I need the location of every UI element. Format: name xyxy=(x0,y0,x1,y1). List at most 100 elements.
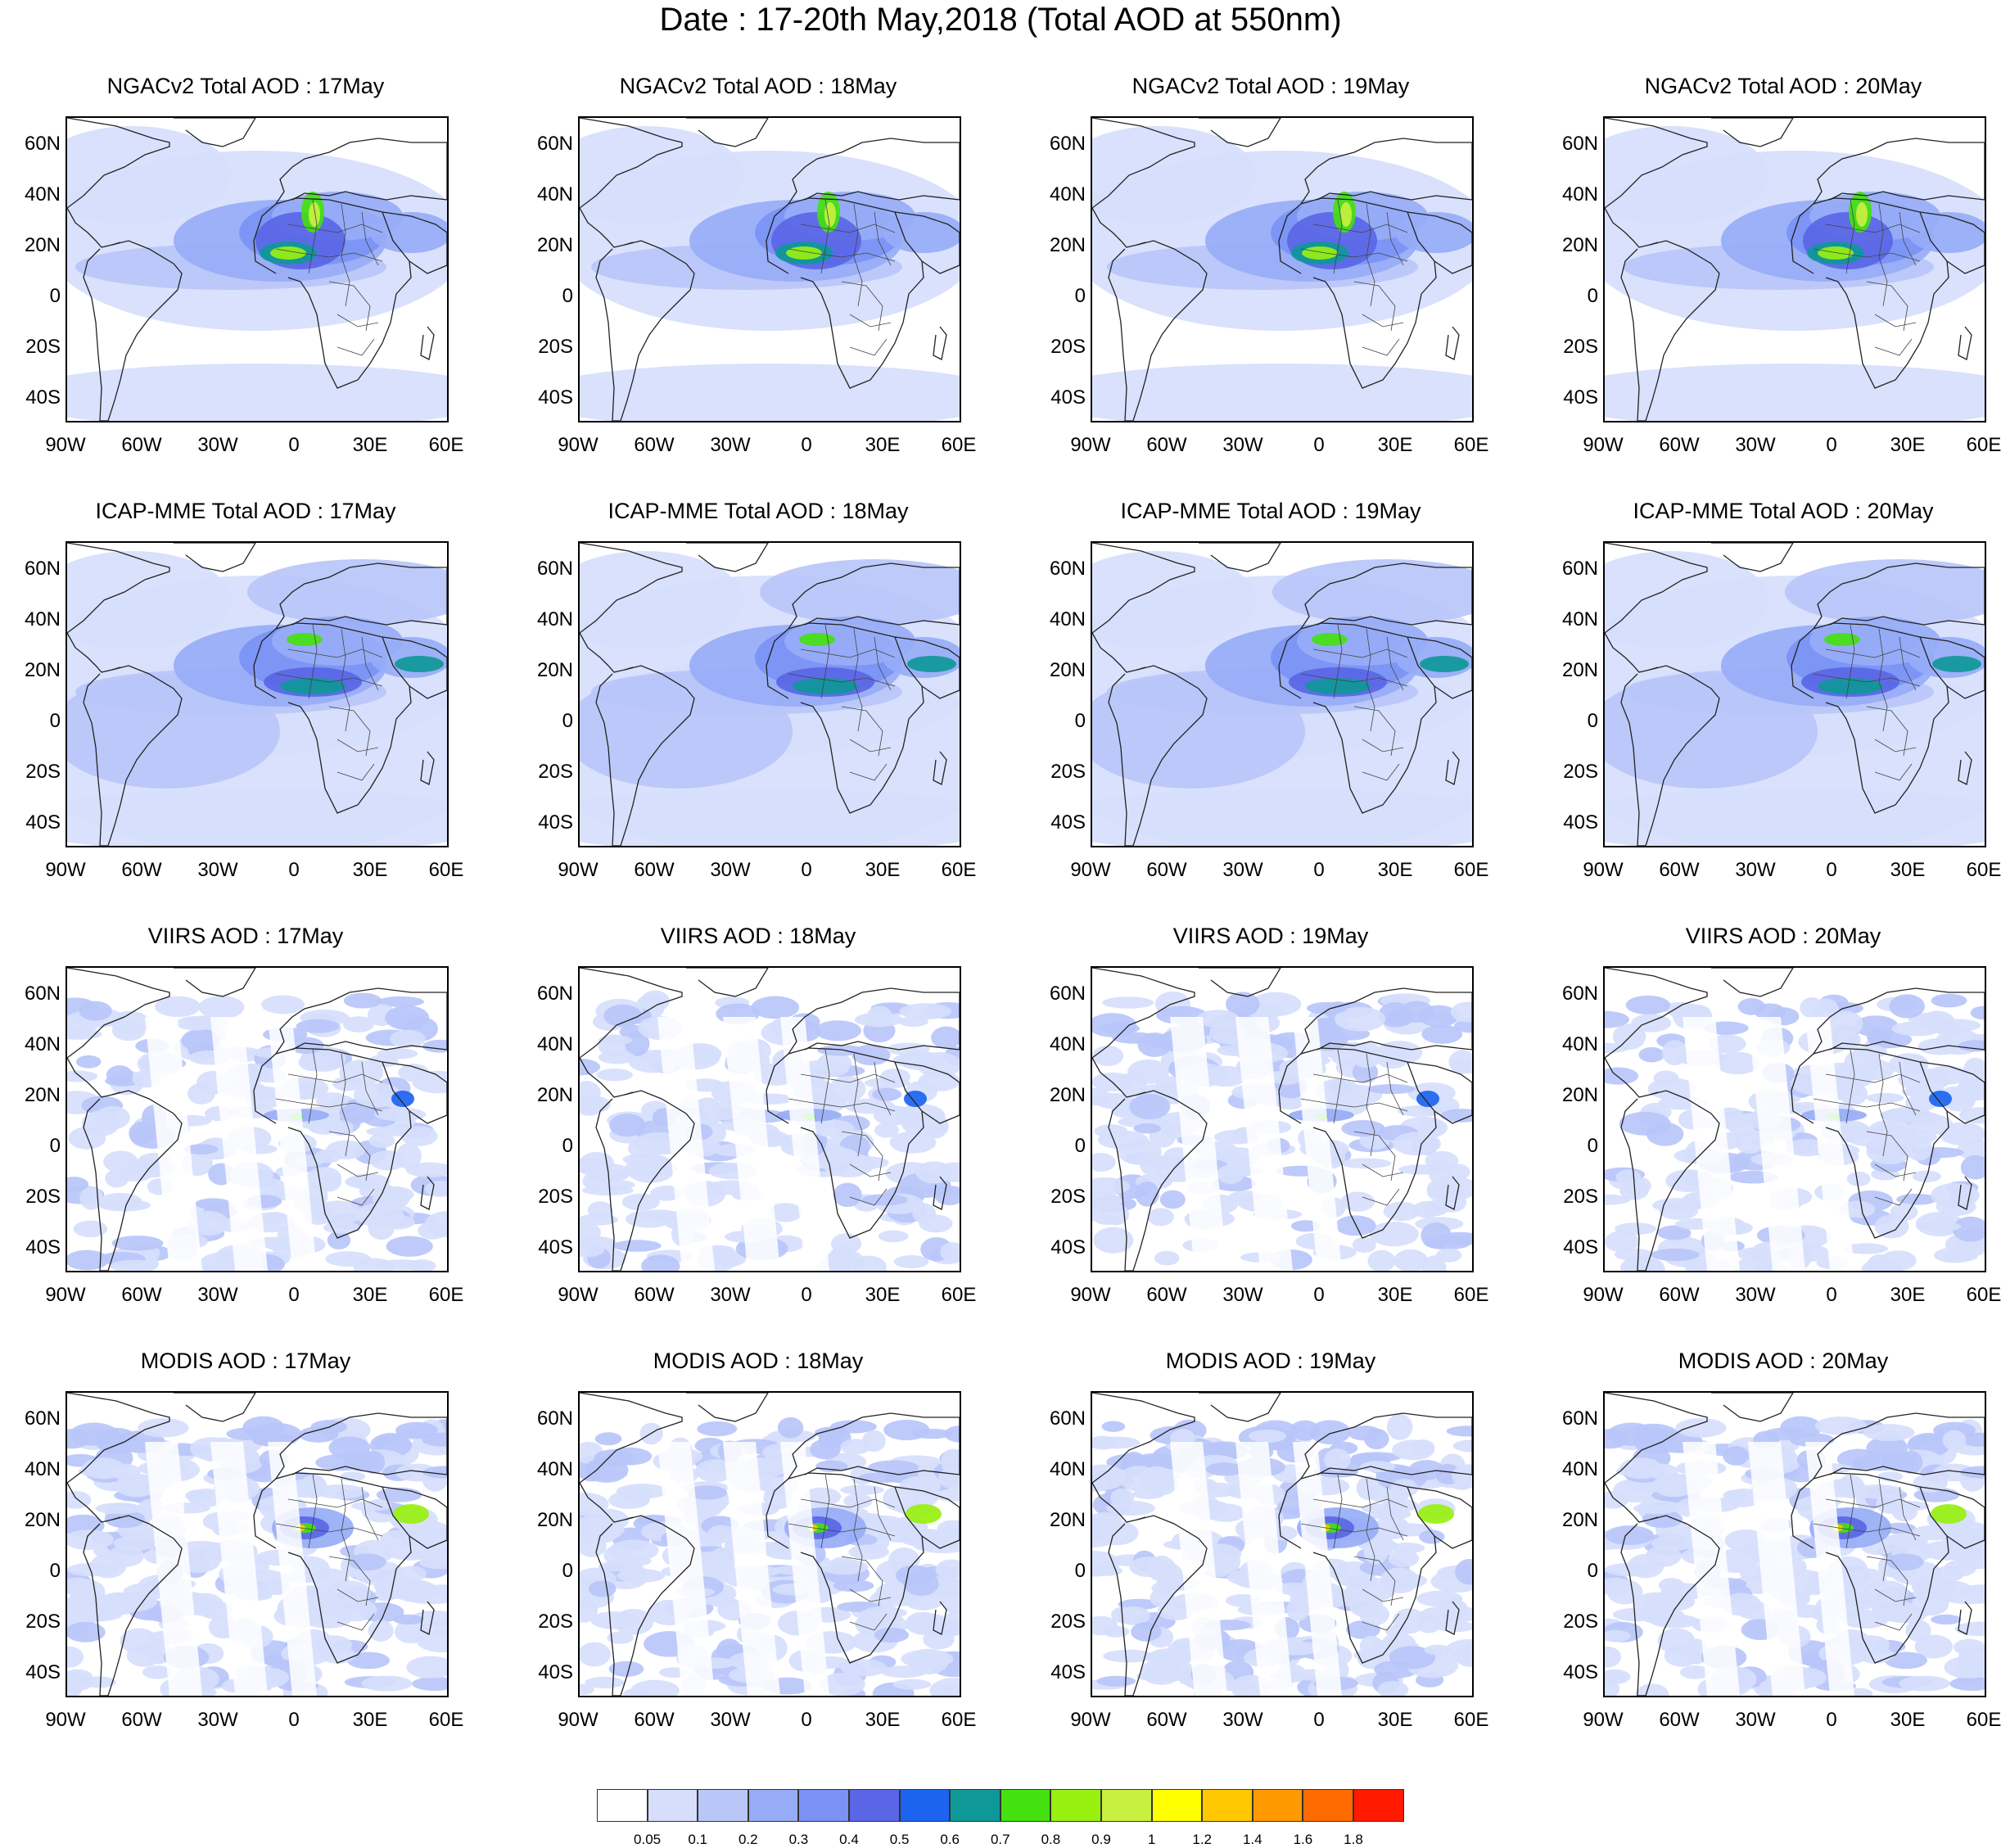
map-panel: ICAP-MME Total AOD : 18May 60N 40N 20N 0 20S 4… xyxy=(513,425,1004,881)
aod-patch xyxy=(175,1016,217,1031)
aod-patch xyxy=(1146,1155,1191,1169)
lon-tick-label: 30W xyxy=(1735,859,1776,881)
aod-patch xyxy=(860,1194,908,1206)
country-border xyxy=(1825,1073,1921,1083)
lon-tick-label: 0 xyxy=(1826,859,1837,881)
aod-patch xyxy=(1360,1461,1396,1473)
aod-patch xyxy=(915,1161,953,1184)
coastline-samerica xyxy=(595,1090,695,1271)
aod-patch xyxy=(107,1545,144,1567)
country-border xyxy=(1874,338,1913,356)
aod-patch xyxy=(287,633,323,646)
aod-patch xyxy=(1970,1005,1985,1020)
lon-tick-label: 60W xyxy=(1146,1284,1187,1306)
aod-patch xyxy=(73,1220,108,1238)
aod-patch xyxy=(1388,1549,1420,1568)
colorbar-tick-label: 0.8 xyxy=(1041,1832,1061,1847)
aod-patch xyxy=(1944,1656,1985,1679)
swath-gap xyxy=(1805,1442,1854,1696)
lon-tick-label: 30W xyxy=(1222,1709,1263,1731)
aod-patch xyxy=(67,1070,98,1082)
lat-tick-label: 0 xyxy=(1074,710,1086,732)
lat-tick-label: 0 xyxy=(562,1135,573,1157)
lon-tick-label: 30W xyxy=(197,1284,238,1306)
lat-tick-label: 20S xyxy=(1050,336,1086,358)
aod-patch xyxy=(1889,1053,1929,1075)
country-border xyxy=(337,1613,375,1631)
aod-patch xyxy=(328,1436,371,1459)
country-border xyxy=(1362,1163,1404,1177)
aod-patch xyxy=(1605,1231,1640,1253)
country-border xyxy=(1866,281,1908,332)
lat-tick-label: 20S xyxy=(1563,336,1598,358)
coastline-namerica xyxy=(67,968,170,1059)
aod-patch xyxy=(1605,1194,1631,1205)
lon-tick-label: 90W xyxy=(45,1709,86,1731)
aod-patch xyxy=(1392,1608,1426,1634)
coastline-madagascar xyxy=(420,751,435,785)
country-border xyxy=(1845,199,1855,274)
coastline-samerica xyxy=(595,1515,695,1696)
aod-patch xyxy=(374,1107,427,1122)
lat-tick-label: 0 xyxy=(562,285,573,307)
aod-patch xyxy=(1736,1601,1770,1620)
aod-patch xyxy=(817,1045,865,1056)
lon-tick-label: 60W xyxy=(1146,859,1187,881)
country-border xyxy=(328,1131,371,1182)
lon-tick-label: 0 xyxy=(801,434,812,456)
lat-tick-label: 20S xyxy=(1563,761,1598,783)
aod-patch xyxy=(1653,1070,1679,1087)
country-border xyxy=(1845,1474,1855,1549)
lat-tick-label: 0 xyxy=(1074,1560,1086,1582)
aod-patch xyxy=(625,1031,650,1056)
aod-patch xyxy=(111,1236,164,1251)
coastline-africa xyxy=(253,1047,412,1239)
swath-gap xyxy=(268,1017,317,1271)
lat-tick-label: 40S xyxy=(538,386,573,409)
aod-patch xyxy=(1206,1462,1244,1476)
aod-patch xyxy=(1421,1222,1452,1249)
aod-patch xyxy=(1605,1067,1639,1085)
coastline-madagascar xyxy=(1445,751,1460,785)
aod-patch xyxy=(1367,1249,1396,1271)
aod-patch xyxy=(1845,1128,1893,1147)
panel-title: ICAP-MME Total AOD : 19May xyxy=(1120,499,1421,523)
coastline-greenland xyxy=(174,1393,256,1422)
aod-patch xyxy=(105,1075,140,1087)
map-panel: VIIRS AOD : 19May 60N 40N 20N 0 20S 40S 90W 60W 3… xyxy=(1025,850,1516,1306)
country-border xyxy=(1353,706,1396,757)
aod-patch xyxy=(1943,1560,1976,1577)
aod-patch xyxy=(241,1086,283,1099)
coastline-greenland xyxy=(1711,543,1794,572)
lat-tick-label: 40N xyxy=(1561,183,1598,206)
aod-patch xyxy=(1905,1620,1931,1642)
figure-title: Date : 17-20th May,2018 (Total AOD at 55… xyxy=(659,2,1342,38)
lat-tick-label: 40N xyxy=(1561,1458,1598,1480)
aod-patch xyxy=(1135,1181,1159,1207)
swath-gap xyxy=(780,1442,829,1696)
coastline-madagascar xyxy=(420,326,435,360)
lat-tick-label: 40N xyxy=(1049,183,1086,206)
lon-tick-label: 60E xyxy=(428,1284,464,1306)
aod-patch xyxy=(892,1679,932,1690)
lon-tick-label: 90W xyxy=(1583,1709,1624,1731)
aod-patch xyxy=(1418,1504,1454,1524)
coastline-namerica xyxy=(1092,543,1195,634)
swath-gap xyxy=(268,1442,317,1696)
coastline-europe xyxy=(788,138,960,205)
aod-patch xyxy=(1942,1251,1978,1263)
aod-patch xyxy=(110,1259,158,1271)
colorbar-tick-label: 0.05 xyxy=(634,1832,662,1847)
country-border xyxy=(1899,1486,1917,1541)
lon-tick-label: 90W xyxy=(558,1284,598,1306)
country-border xyxy=(849,739,892,752)
map-panel: ICAP-MME Total AOD : 19May 60N 40N 20N 0 20S 4… xyxy=(1025,425,1516,881)
colorbar-tick-label: 0.7 xyxy=(990,1832,1010,1847)
aod-patch xyxy=(1369,1221,1419,1247)
aod-patch xyxy=(142,1665,173,1679)
country-border xyxy=(1366,1478,1375,1582)
coastline-namerica xyxy=(1605,118,1708,209)
lat-tick-label: 20N xyxy=(536,234,573,256)
coastline-africa xyxy=(1791,1472,1949,1664)
lat-tick-label: 20N xyxy=(24,1509,61,1531)
